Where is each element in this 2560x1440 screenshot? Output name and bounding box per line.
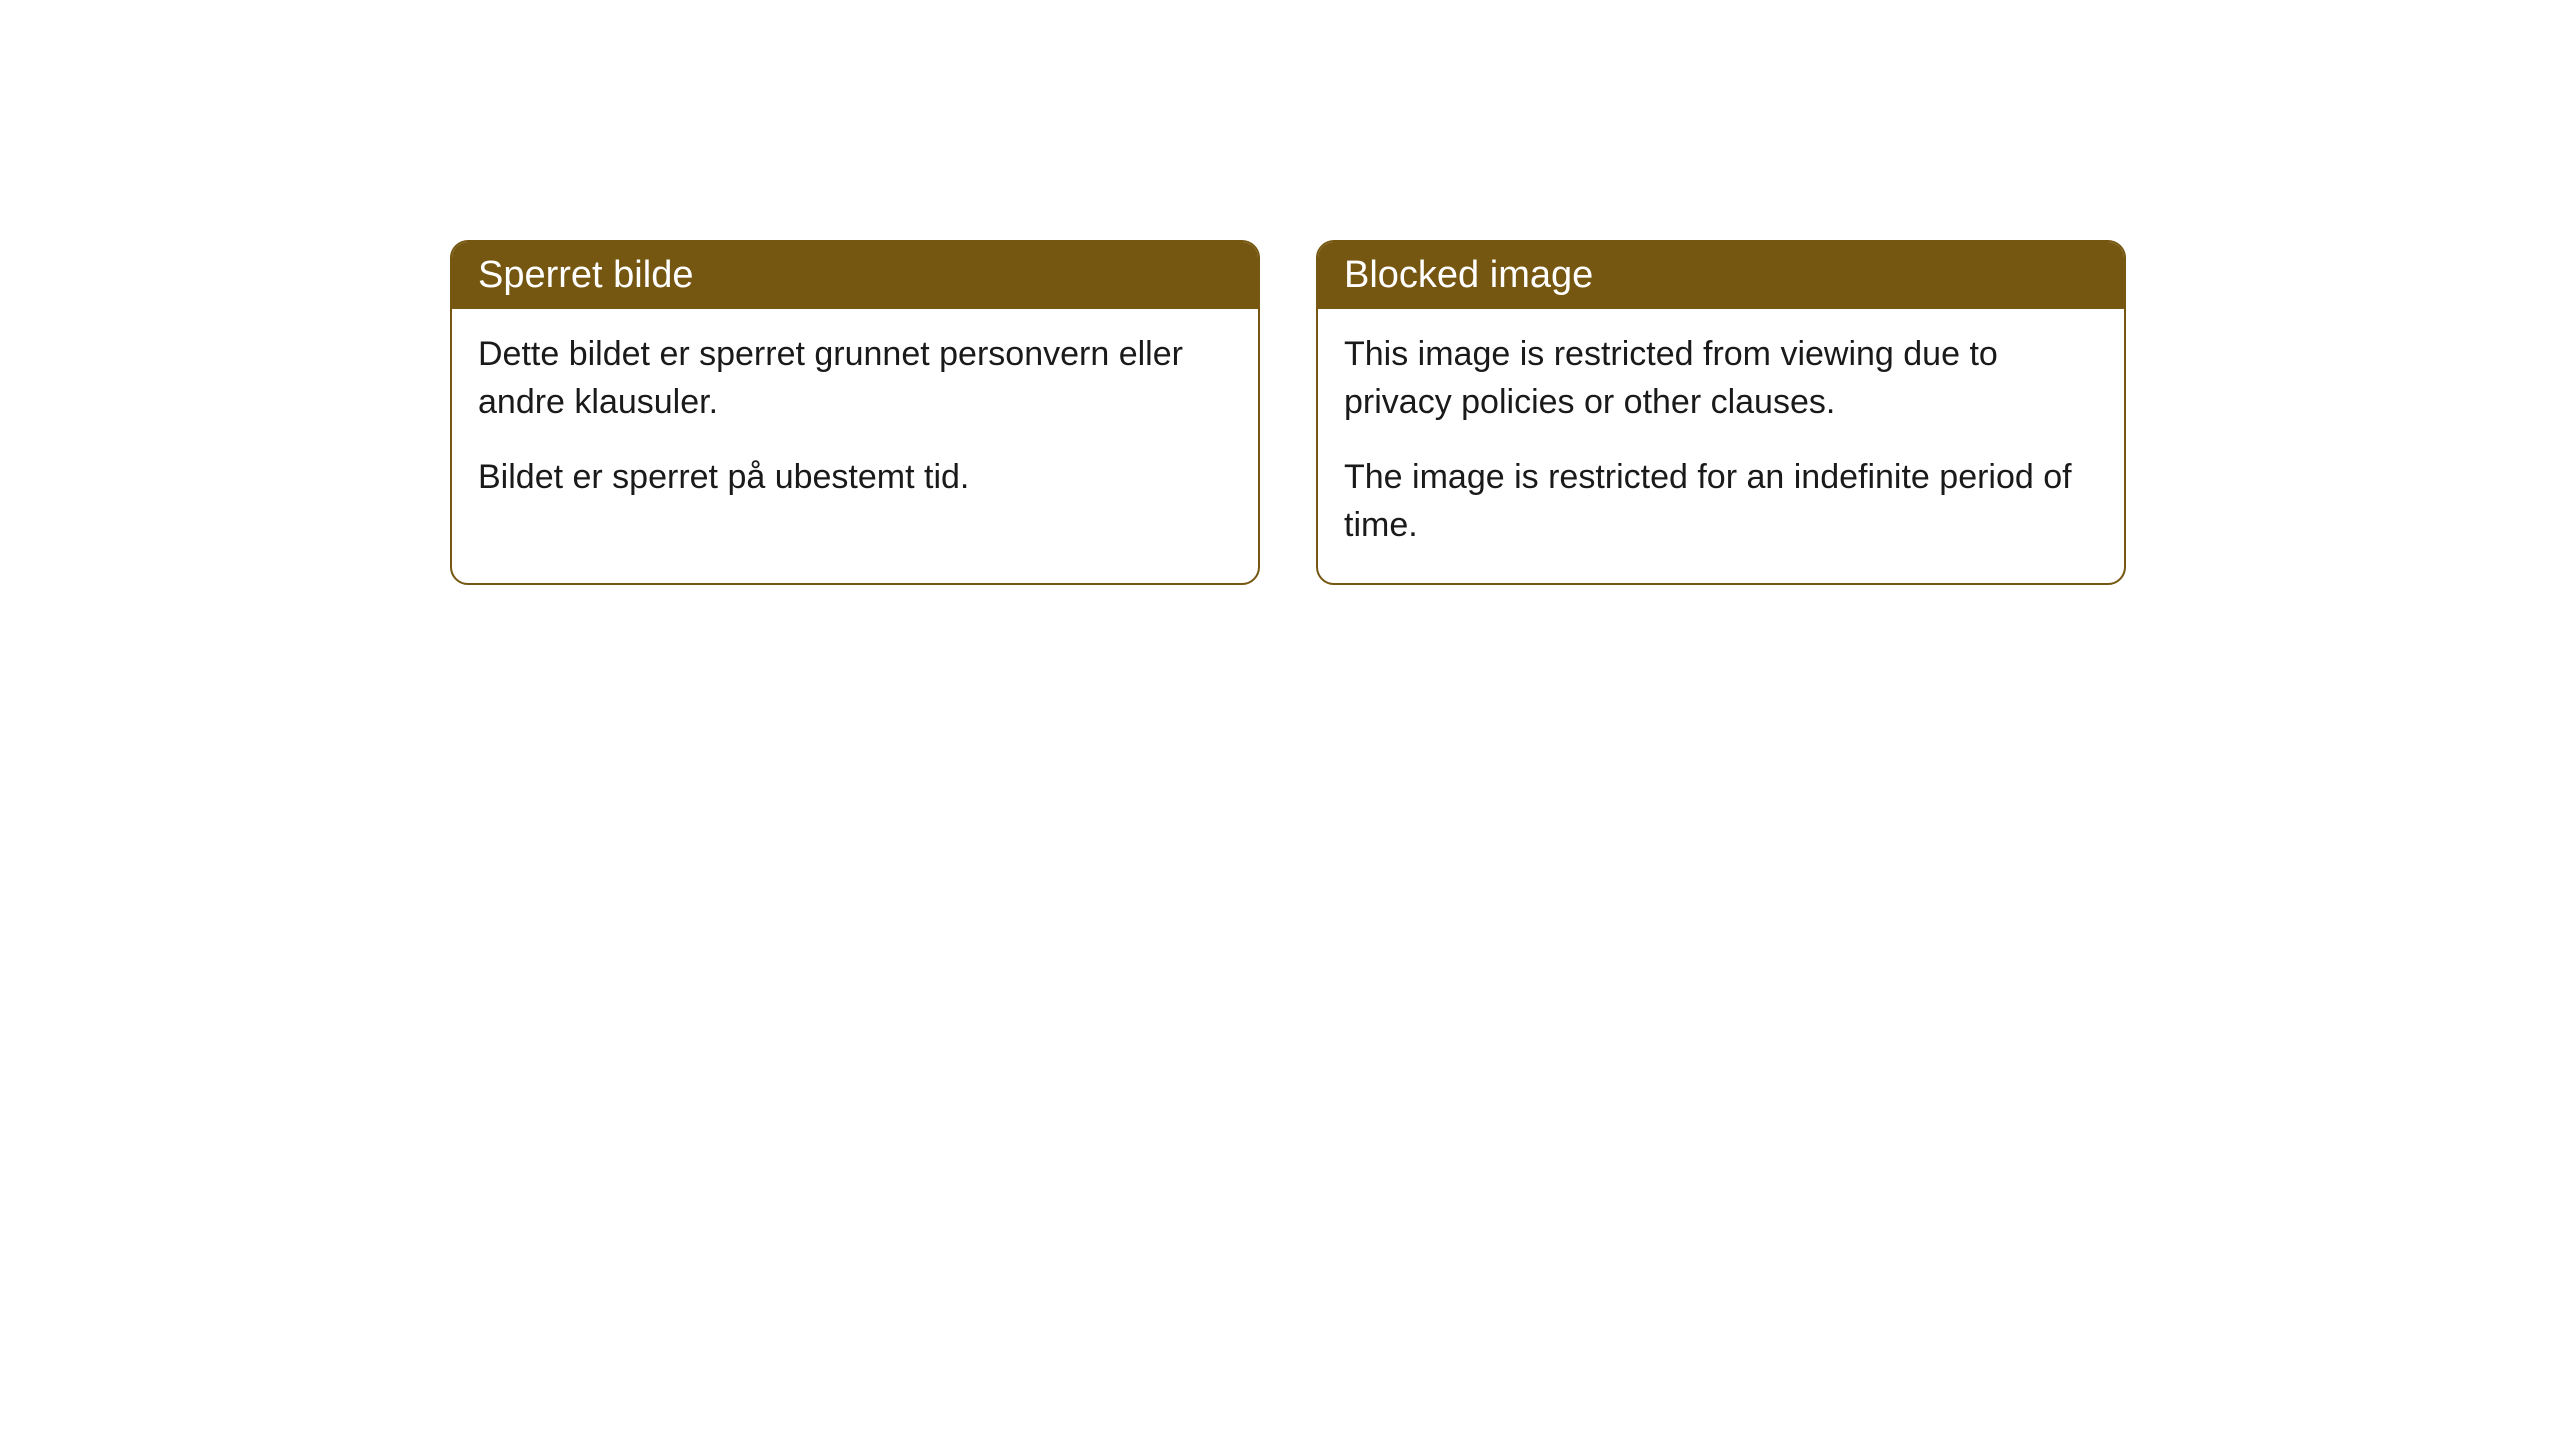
card-paragraph-1: This image is restricted from viewing du… bbox=[1344, 331, 2098, 426]
card-header: Blocked image bbox=[1318, 242, 2124, 309]
card-body: Dette bildet er sperret grunnet personve… bbox=[452, 309, 1258, 536]
card-title: Blocked image bbox=[1344, 254, 1593, 296]
card-paragraph-2: The image is restricted for an indefinit… bbox=[1344, 454, 2098, 549]
card-title: Sperret bilde bbox=[478, 254, 693, 296]
card-paragraph-2: Bildet er sperret på ubestemt tid. bbox=[478, 454, 1232, 502]
card-body: This image is restricted from viewing du… bbox=[1318, 309, 2124, 583]
blocked-image-card-norwegian: Sperret bilde Dette bildet er sperret gr… bbox=[450, 240, 1260, 585]
card-paragraph-1: Dette bildet er sperret grunnet personve… bbox=[478, 331, 1232, 426]
blocked-image-card-english: Blocked image This image is restricted f… bbox=[1316, 240, 2126, 585]
notice-cards-container: Sperret bilde Dette bildet er sperret gr… bbox=[450, 240, 2126, 585]
card-header: Sperret bilde bbox=[452, 242, 1258, 309]
